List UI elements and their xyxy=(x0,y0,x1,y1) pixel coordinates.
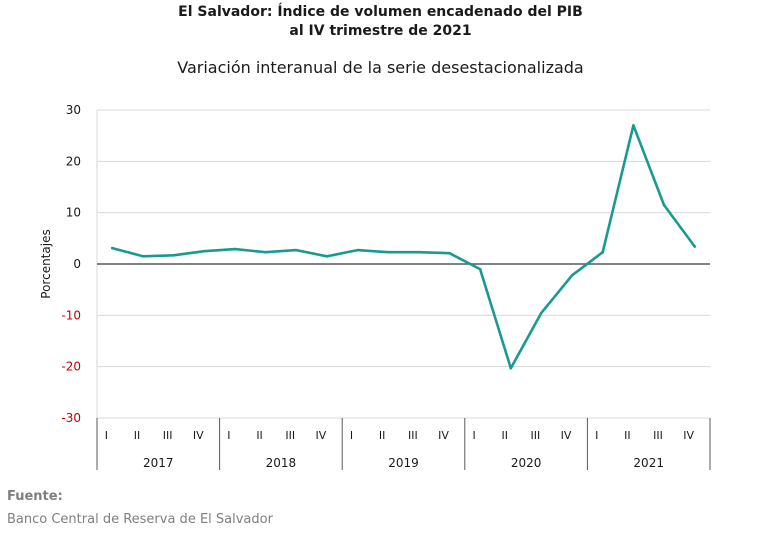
y-tick-label: 20 xyxy=(66,154,81,168)
x-tick-label: I xyxy=(473,429,476,442)
data-point xyxy=(540,311,543,315)
x-tick-label: IV xyxy=(683,429,694,442)
series-line xyxy=(111,124,697,370)
x-tick-label: I xyxy=(350,429,353,442)
year-label: 2021 xyxy=(633,456,664,470)
x-tick-label: III xyxy=(285,429,295,442)
data-point xyxy=(172,253,175,257)
data-point xyxy=(632,124,635,127)
y-tick-label: 30 xyxy=(66,103,81,117)
x-tick-label: I xyxy=(227,429,230,442)
y-tick-label: -10 xyxy=(61,308,81,322)
x-tick-label: IV xyxy=(438,429,449,442)
data-point xyxy=(141,254,145,258)
x-tick-label: II xyxy=(502,429,509,442)
data-point xyxy=(325,254,329,258)
y-tick-label: -20 xyxy=(61,360,81,374)
data-point xyxy=(693,245,696,248)
data-point xyxy=(601,250,605,254)
x-tick-label: II xyxy=(624,429,631,442)
data-point xyxy=(264,250,267,254)
x-tick-label: I xyxy=(595,429,598,442)
y-tick-label: 10 xyxy=(66,206,81,220)
x-tick-label: III xyxy=(408,429,418,442)
year-label: 2020 xyxy=(511,456,542,470)
source-text: Banco Central de Reserva de El Salvador xyxy=(7,512,273,527)
x-tick-label: II xyxy=(256,429,263,442)
data-point xyxy=(233,247,237,251)
data-point xyxy=(386,250,390,254)
data-point xyxy=(111,246,114,250)
data-point xyxy=(570,273,574,277)
data-point xyxy=(202,249,206,253)
data-point xyxy=(294,248,298,252)
chart-title-line1: El Salvador: Índice de volumen encadenad… xyxy=(178,4,583,20)
x-tick-label: III xyxy=(163,429,173,442)
y-axis-label: Porcentajes xyxy=(39,229,53,298)
x-tick-label: IV xyxy=(193,429,204,442)
data-point xyxy=(478,267,482,271)
y-tick-label: -30 xyxy=(61,411,81,425)
year-label: 2018 xyxy=(266,456,297,470)
x-tick-label: III xyxy=(531,429,541,442)
x-tick-label: I xyxy=(105,429,108,442)
data-point xyxy=(417,250,421,254)
x-tick-label: IV xyxy=(315,429,326,442)
data-point xyxy=(662,203,666,207)
x-tick-label: II xyxy=(379,429,386,442)
chart-title-line2: al IV trimestre de 2021 xyxy=(289,23,472,39)
x-tick-label: III xyxy=(653,429,663,442)
x-tick-label: II xyxy=(134,429,141,442)
data-point xyxy=(356,248,359,252)
year-label: 2019 xyxy=(388,456,419,470)
data-point xyxy=(448,251,451,255)
year-label: 2017 xyxy=(143,456,174,470)
y-tick-label: 0 xyxy=(73,257,81,271)
data-point xyxy=(509,366,513,370)
chart-subtitle: Variación interanual de la serie desesta… xyxy=(177,58,584,77)
x-tick-label: IV xyxy=(561,429,572,442)
source-label: Fuente: xyxy=(7,489,63,504)
